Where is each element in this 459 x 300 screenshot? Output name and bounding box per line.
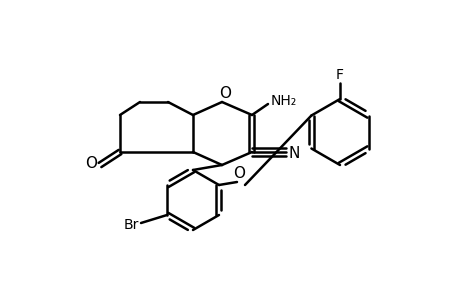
Text: Br: Br [123,218,139,232]
Text: NH₂: NH₂ [270,94,297,108]
Text: O: O [85,155,97,170]
Text: N: N [288,146,299,160]
Text: O: O [233,166,245,181]
Text: O: O [218,85,230,100]
Text: F: F [335,68,343,82]
